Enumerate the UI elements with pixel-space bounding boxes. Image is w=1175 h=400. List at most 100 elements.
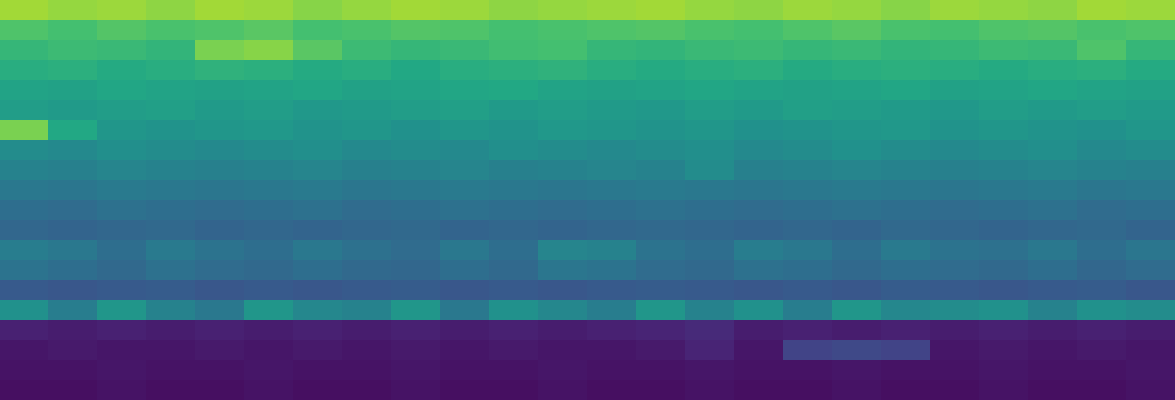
cell [1028, 20, 1079, 41]
cell [734, 80, 785, 101]
cell [489, 140, 540, 161]
cell [685, 300, 736, 321]
cell [587, 220, 638, 241]
cell [195, 320, 246, 341]
cell [881, 20, 932, 41]
cell [97, 280, 148, 301]
cell [1028, 100, 1079, 121]
cell [48, 40, 99, 61]
cell [146, 100, 197, 121]
cell [391, 80, 442, 101]
cell [0, 0, 50, 21]
cell [1077, 320, 1128, 341]
cell [832, 200, 883, 221]
cell [244, 340, 295, 361]
cell [293, 360, 344, 381]
cell [734, 140, 785, 161]
cell [783, 160, 834, 181]
cell [146, 140, 197, 161]
cell [440, 220, 491, 241]
cell [1126, 40, 1175, 61]
cell [342, 280, 393, 301]
cell [48, 140, 99, 161]
cell [930, 100, 981, 121]
cell [783, 260, 834, 281]
cell [48, 340, 99, 361]
cell [587, 320, 638, 341]
cell [685, 100, 736, 121]
cell [685, 20, 736, 41]
cell [881, 220, 932, 241]
cell [391, 180, 442, 201]
cell [538, 20, 589, 41]
cell [1028, 60, 1079, 81]
cell [783, 200, 834, 221]
cell [734, 340, 785, 361]
cell [244, 0, 295, 21]
cell [489, 280, 540, 301]
cell [293, 40, 344, 61]
cell [342, 360, 393, 381]
cell [342, 80, 393, 101]
cell [48, 60, 99, 81]
cell [195, 180, 246, 201]
cell [146, 240, 197, 261]
cell [636, 240, 687, 261]
cell [881, 180, 932, 201]
cell [440, 120, 491, 141]
cell [783, 100, 834, 121]
cell [195, 260, 246, 281]
cell [636, 20, 687, 41]
cell [538, 0, 589, 21]
cell [293, 120, 344, 141]
cell [97, 320, 148, 341]
cell [342, 380, 393, 400]
cell [734, 300, 785, 321]
cell [783, 40, 834, 61]
cell [391, 60, 442, 81]
cell [146, 20, 197, 41]
cell [1126, 180, 1175, 201]
cell [1028, 240, 1079, 261]
cell [0, 360, 50, 381]
cell [0, 300, 50, 321]
cell [538, 260, 589, 281]
cell [881, 380, 932, 400]
cell [1126, 300, 1175, 321]
cell [685, 200, 736, 221]
cell [293, 20, 344, 41]
cell [48, 100, 99, 121]
cell [97, 160, 148, 181]
cell [734, 280, 785, 301]
cell [930, 120, 981, 141]
cell [832, 60, 883, 81]
cell [636, 60, 687, 81]
cell [685, 60, 736, 81]
cell [244, 100, 295, 121]
cell [97, 240, 148, 261]
cell [48, 80, 99, 101]
cell [293, 340, 344, 361]
cell [0, 100, 50, 121]
cell [48, 380, 99, 400]
cell [538, 300, 589, 321]
cell [734, 200, 785, 221]
cell [489, 20, 540, 41]
cell [342, 140, 393, 161]
cell [685, 180, 736, 201]
cell [1028, 220, 1079, 241]
cell [538, 140, 589, 161]
cell [783, 80, 834, 101]
cell [0, 180, 50, 201]
cell [0, 200, 50, 221]
cell [881, 40, 932, 61]
cell [734, 320, 785, 341]
cell [1028, 380, 1079, 400]
cell [979, 320, 1030, 341]
cell [1028, 260, 1079, 281]
cell [1126, 160, 1175, 181]
cell [979, 60, 1030, 81]
cell [195, 360, 246, 381]
cell [881, 300, 932, 321]
cell [881, 100, 932, 121]
